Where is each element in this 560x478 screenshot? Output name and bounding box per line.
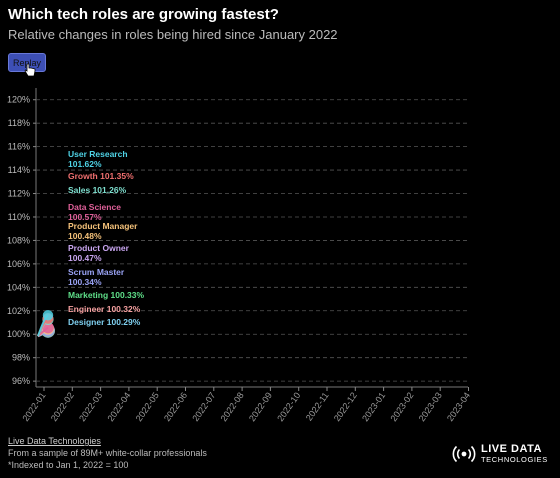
y-tick-label: 110% [8,212,30,222]
series-label: Marketing 100.33% [68,290,145,300]
y-tick-label: 120% [7,95,30,105]
x-tick-label: 2023-02 [388,390,415,423]
line-chart: 96% 98% 100% 102% 104% 106% 108% 110% 112% 114% 11… [7,88,472,423]
series-label-name: Scrum Master [68,267,125,277]
y-tick-label: 114% [8,165,30,175]
x-tick-label: 2022-02 [49,390,76,423]
y-tick-label: 108% [7,235,30,245]
chart-subtitle: Relative changes in roles being hired si… [8,27,338,42]
x-tick-label: 2022-04 [105,390,132,423]
series-label: Growth 101.35% [68,171,134,181]
y-tick-label: 118% [8,118,30,128]
series-label-name: Product Manager [68,221,138,231]
hand-cursor-icon [24,63,36,77]
series-label-value: 100.34% [68,277,102,287]
series-label: Engineer 100.32% [68,304,141,314]
series-label-value: 100.57% [68,212,102,222]
x-tick-label: 2023-01 [360,390,387,423]
index-note: *Indexed to Jan 1, 2022 = 100 [8,460,129,470]
x-tick-label: 2022-12 [332,390,359,423]
series-label: Designer 100.29% [68,317,141,327]
x-tick-label: 2022-05 [134,390,161,423]
x-tick-label: 2022-07 [190,390,217,423]
logo-text: LIVE DATA [481,443,542,455]
x-tick-label: 2022-01 [21,390,48,423]
x-tick-label: 2022-09 [247,390,274,423]
series-label: Sales 101.26% [68,185,127,195]
x-tick-label: 2022-10 [275,390,302,423]
x-tick-label: 2022-06 [162,390,189,423]
source-link[interactable]: Live Data Technologies [8,436,101,446]
series-label-name: User Research [68,149,128,159]
y-tick-label: 100% [7,329,30,339]
series-label-value: 100.47% [68,253,102,263]
y-tick-label: 96% [12,376,30,386]
y-tick-label: 116% [8,142,30,152]
series-label-name: Product Owner [68,243,130,253]
chart-title: Which tech roles are growing fastest? [8,6,279,23]
sample-note: From a sample of 89M+ white-collar profe… [8,448,207,458]
series-label-value: 101.62% [68,159,102,169]
series-point [42,321,54,334]
broadcast-icon [452,445,476,463]
series-label-value: 100.48% [68,231,102,241]
logo-subtext: TECHNOLOGIES [481,455,548,464]
x-tick-label: 2023-04 [445,390,472,423]
x-tick-label: 2022-11 [304,390,331,422]
x-tick-label: 2022-08 [219,390,246,423]
x-tick-label: 2022-03 [77,390,104,423]
y-tick-label: 102% [7,306,30,316]
y-tick-label: 106% [7,259,30,269]
series-label-name: Data Science [68,202,121,212]
x-tick-label: 2023-03 [417,390,444,423]
series-point [42,310,54,321]
y-tick-label: 112% [8,189,30,199]
y-tick-label: 98% [12,353,30,363]
y-tick-label: 104% [7,282,30,292]
